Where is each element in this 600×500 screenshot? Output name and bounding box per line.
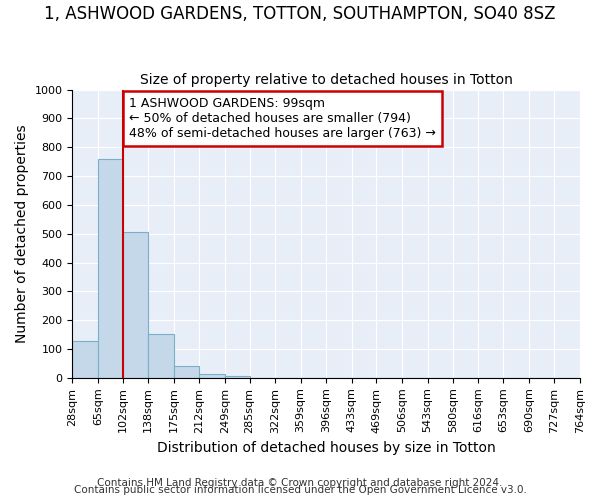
Bar bbox=[225, 376, 250, 378]
Title: Size of property relative to detached houses in Totton: Size of property relative to detached ho… bbox=[140, 73, 512, 87]
Bar bbox=[72, 341, 98, 378]
Bar bbox=[124, 232, 148, 378]
X-axis label: Distribution of detached houses by size in Totton: Distribution of detached houses by size … bbox=[157, 441, 496, 455]
Bar bbox=[199, 374, 225, 378]
Bar bbox=[173, 366, 199, 378]
Text: Contains public sector information licensed under the Open Government Licence v3: Contains public sector information licen… bbox=[74, 485, 526, 495]
Bar bbox=[148, 334, 173, 378]
Text: 1 ASHWOOD GARDENS: 99sqm
← 50% of detached houses are smaller (794)
48% of semi-: 1 ASHWOOD GARDENS: 99sqm ← 50% of detach… bbox=[129, 97, 436, 140]
Y-axis label: Number of detached properties: Number of detached properties bbox=[15, 124, 29, 343]
Text: Contains HM Land Registry data © Crown copyright and database right 2024.: Contains HM Land Registry data © Crown c… bbox=[97, 478, 503, 488]
Text: 1, ASHWOOD GARDENS, TOTTON, SOUTHAMPTON, SO40 8SZ: 1, ASHWOOD GARDENS, TOTTON, SOUTHAMPTON,… bbox=[44, 5, 556, 23]
Bar bbox=[98, 158, 124, 378]
